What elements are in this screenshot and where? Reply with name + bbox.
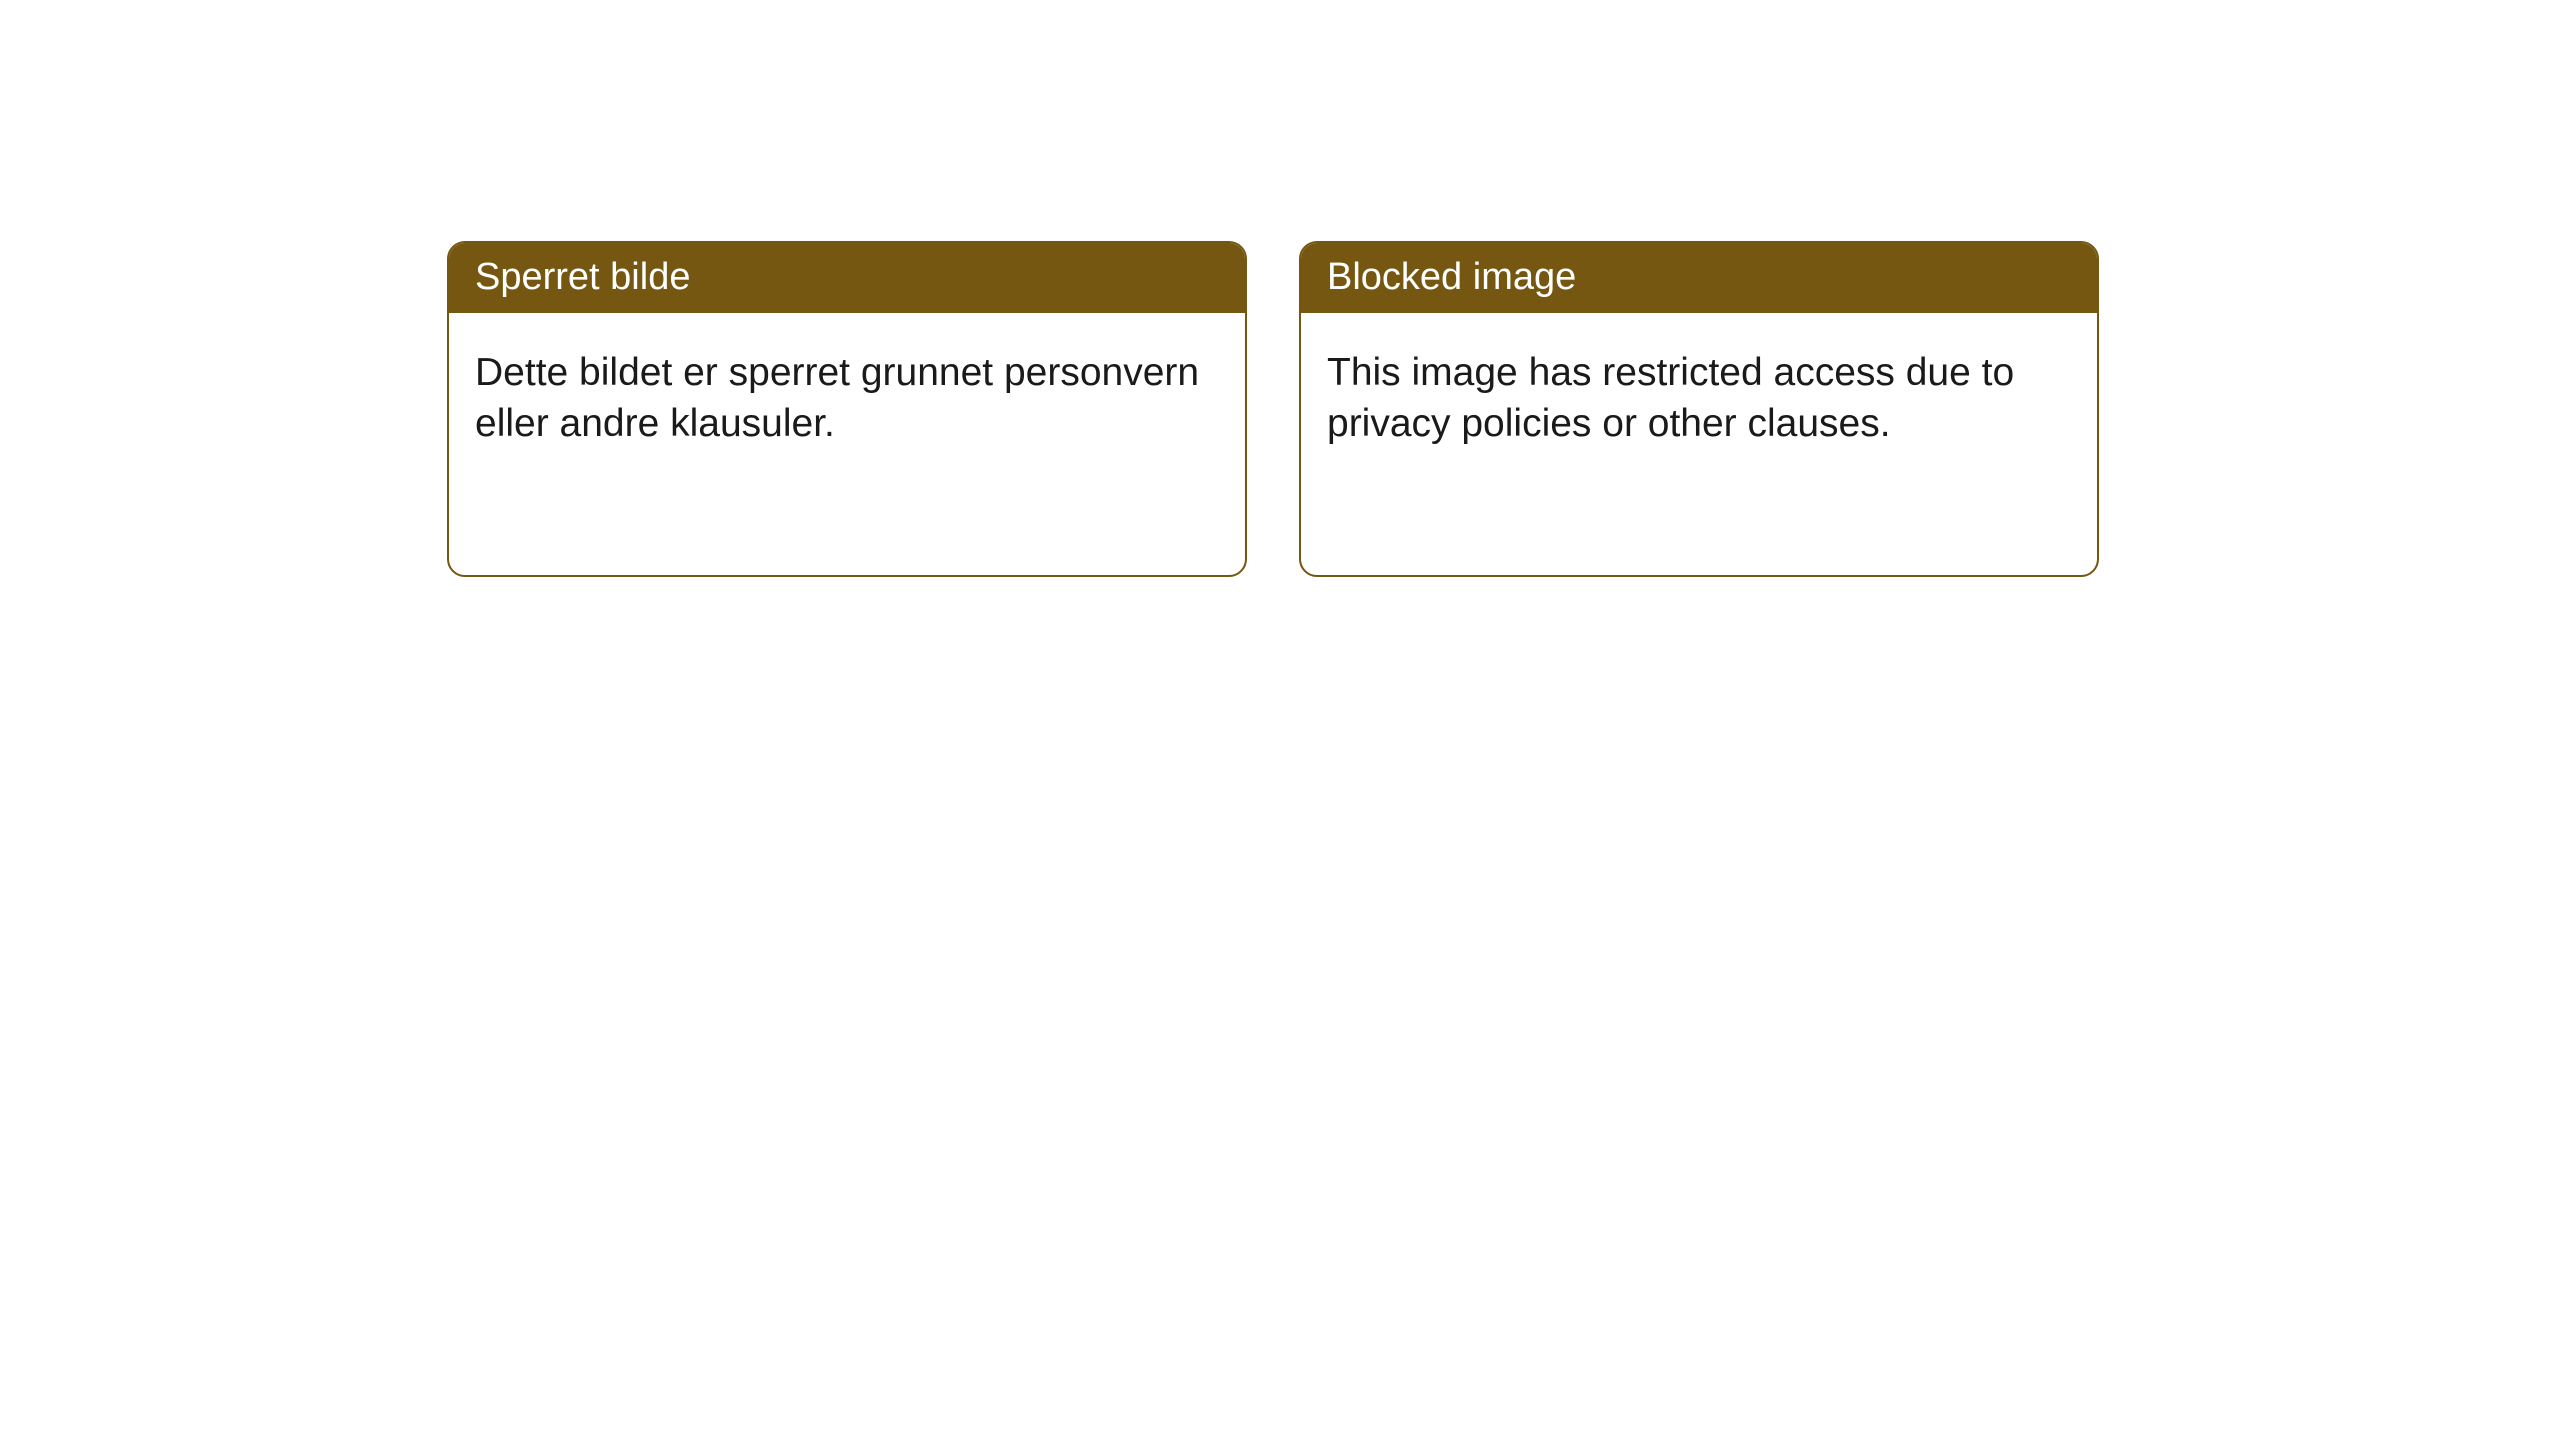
card-body: Dette bildet er sperret grunnet personve… (449, 313, 1245, 484)
card-header: Blocked image (1301, 243, 2097, 313)
notice-card-english: Blocked image This image has restricted … (1299, 241, 2099, 577)
notice-container: Sperret bilde Dette bildet er sperret gr… (447, 241, 2099, 577)
notice-card-norwegian: Sperret bilde Dette bildet er sperret gr… (447, 241, 1247, 577)
card-body-text: This image has restricted access due to … (1327, 351, 2014, 445)
card-title: Sperret bilde (475, 256, 690, 298)
card-header: Sperret bilde (449, 243, 1245, 313)
card-body-text: Dette bildet er sperret grunnet personve… (475, 351, 1199, 445)
card-body: This image has restricted access due to … (1301, 313, 2097, 484)
card-title: Blocked image (1327, 256, 1576, 298)
